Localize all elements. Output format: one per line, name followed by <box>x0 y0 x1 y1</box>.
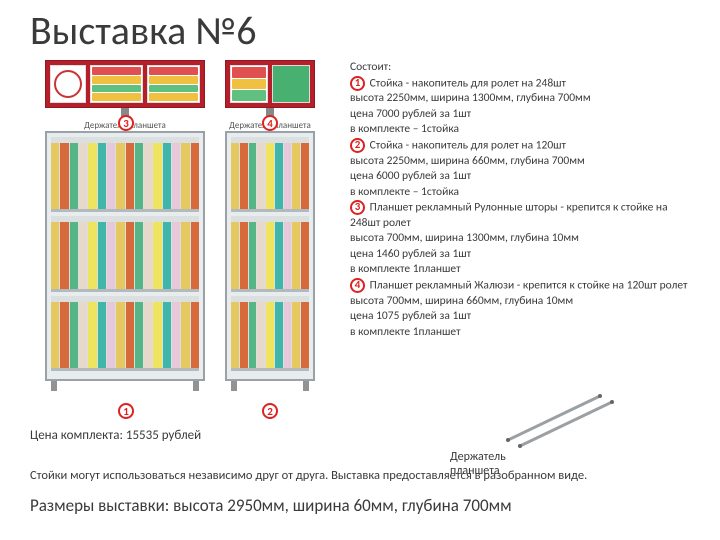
desc-1-l2: высота 2250мм, ширина 1300мм, глубина 70… <box>350 91 700 107</box>
desc-badge-3: 3 <box>350 200 365 215</box>
rack-2: Держатели планшета <box>225 60 315 391</box>
desc-3-l3: цена 1460 рублей за 1шт <box>350 247 700 263</box>
badge-2: 2 <box>262 403 278 419</box>
desc-2-l2: высота 2250мм, ширина 660мм, глубина 700… <box>350 154 700 170</box>
desc-1-title: Стойка - накопитель для ролет на 248шт <box>370 76 566 90</box>
desc-heading: Состоит: <box>350 60 700 76</box>
desc-1-l3: цена 7000 рублей за 1шт <box>350 107 700 123</box>
dimensions-text: Размеры выставки: высота 2950мм, ширина … <box>30 495 512 516</box>
desc-badge-2: 2 <box>350 138 365 153</box>
desc-4-l3: цена 1075 рублей за 1шт <box>350 309 700 325</box>
desc-1-l4: в комплекте – 1стойка <box>350 122 700 138</box>
desc-3-l4: в комплекте 1планшет <box>350 262 700 278</box>
desc-badge-1: 1 <box>350 76 365 91</box>
badge-3: 3 <box>118 115 134 131</box>
desc-2-title: Стойка - накопитель для ролет на 120шт <box>370 138 566 152</box>
desc-2-l3: цена 6000 рублей за 1шт <box>350 169 700 185</box>
rack-1: Держатели планшета <box>45 60 205 391</box>
description-block: Состоит: 1 Стойка - накопитель для ролет… <box>350 60 700 340</box>
desc-badge-4: 4 <box>350 278 365 293</box>
rack-2-body <box>225 131 315 381</box>
price-text: Цена комплекта: 15535 рублей <box>30 428 230 443</box>
rack-1-body <box>45 131 205 381</box>
desc-4-title: Планшет рекламный Жалюзи - крепится к ст… <box>370 278 688 292</box>
rack-1-sign <box>45 60 205 108</box>
desc-4-l2: высота 700мм, ширина 660мм, глубина 10мм <box>350 294 700 310</box>
desc-3-title: Планшет рекламный Рулонные шторы - крепи… <box>350 200 668 230</box>
desc-2-l4: в комплекте – 1стойка <box>350 185 700 201</box>
holder-rods-illustration <box>500 390 620 450</box>
desc-4-l4: в комплекте 1планшет <box>350 325 700 341</box>
note-text: Стойки могут использоваться независимо д… <box>30 468 690 483</box>
badge-4: 4 <box>262 115 278 131</box>
desc-3-l2: высота 700мм, ширина 1300мм, глубина 10м… <box>350 231 700 247</box>
rack-2-sign <box>225 60 315 108</box>
page-title: Выставка №6 <box>30 6 257 55</box>
badge-1: 1 <box>118 403 134 419</box>
